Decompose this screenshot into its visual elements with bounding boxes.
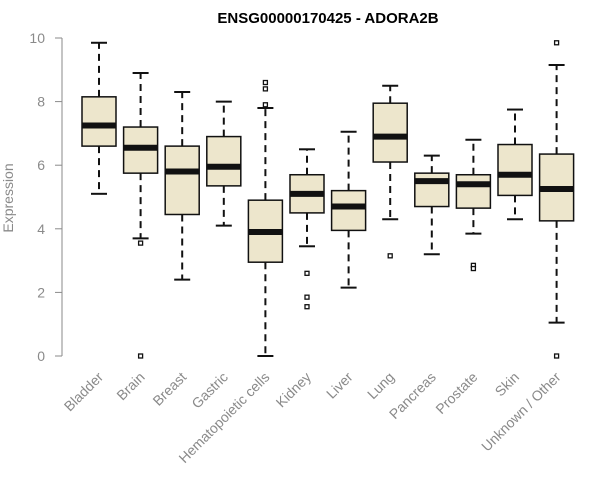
y-tick-label-0: 0 [37,348,45,364]
x-tick-label-10: Skin [492,369,523,400]
x-tick-label-5: Kidney [273,369,315,411]
y-tick-label-6: 6 [37,157,45,173]
box-8 [414,154,450,256]
x-tick-label-2: Breast [149,369,189,409]
x-tick-label-11: Unknown / Other [478,369,564,455]
outlier-point-0 [387,253,393,259]
box-7 [372,84,408,259]
outlier-point-1 [470,265,477,272]
box-11 [538,40,575,359]
outlier-point-2 [262,102,269,108]
outlier-point-0 [262,79,269,86]
y-tick-label-8: 8 [37,94,45,110]
outlier-point-1 [262,86,269,92]
box-1 [122,71,159,359]
x-tick-label-7: Lung [364,369,397,402]
x-tick-label-9: Prostate [432,369,480,417]
iqr-box [81,96,117,147]
y-tick-label-4: 4 [37,221,45,237]
box-9 [455,138,492,272]
boxes-group [81,40,575,359]
outlier-point-1 [137,353,144,359]
box-0 [81,41,117,195]
box-6 [330,130,367,289]
x-tick-label-0: Bladder [61,369,107,415]
outlier-point-1 [553,353,560,359]
y-tick-label-2: 2 [37,284,45,300]
outlier-point-0 [137,240,144,246]
chart-title: ENSG00000170425 - ADORA2B [217,10,438,27]
y-axis-label: Expression [0,163,16,232]
y-axis: 0 2 4 6 8 10 [29,30,63,364]
y-tick-label-10: 10 [29,30,45,46]
box-4 [247,79,284,357]
iqr-box [372,102,408,163]
iqr-box [206,135,242,187]
iqr-box [497,143,533,197]
box-5 [289,148,325,310]
box-2 [164,91,200,281]
iqr-box [455,173,492,209]
outlier-point-0 [304,270,310,276]
iqr-box [330,189,367,232]
outlier-point-0 [553,40,560,46]
x-tick-label-6: Liver [323,369,356,402]
x-tick-label-1: Brain [113,369,147,403]
box-10 [497,108,533,221]
iqr-box [164,145,200,216]
box-3 [206,100,242,227]
outlier-point-1 [304,294,310,300]
outlier-point-2 [304,304,310,310]
